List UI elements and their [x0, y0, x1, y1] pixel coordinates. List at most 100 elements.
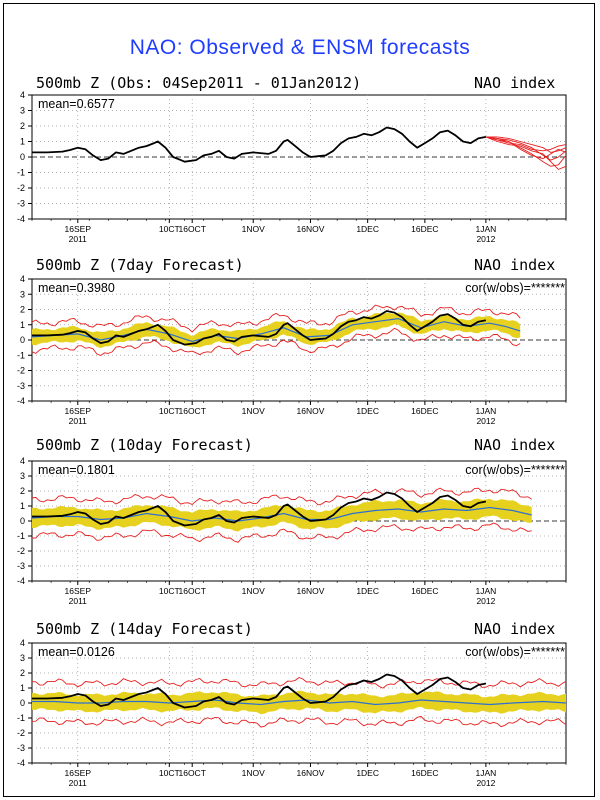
x-tick-year: 2012	[476, 596, 495, 606]
x-tick-year: 2011	[69, 416, 88, 426]
x-tick-label: 16NOV	[297, 406, 325, 416]
x-tick-label: 1DEC	[356, 406, 379, 416]
ensemble-member-line	[485, 136, 567, 160]
y-tick-label: 3	[20, 471, 25, 481]
spread-band	[32, 690, 566, 715]
x-tick-label: 16OCT	[178, 406, 205, 416]
y-tick-label: 4	[20, 456, 25, 466]
y-tick-label: 1	[20, 501, 25, 511]
x-tick-label: 16DEC	[411, 224, 438, 234]
x-tick-label: 16SEP	[65, 406, 92, 416]
upper-envelope	[31, 676, 567, 689]
y-tick-label: 1	[20, 320, 25, 330]
lower-envelope	[31, 327, 521, 357]
x-tick-label: 1NOV	[242, 768, 265, 778]
x-tick-year: 2011	[69, 778, 88, 788]
y-tick-label: -4	[17, 214, 25, 224]
x-tick-label: 10CT	[159, 586, 180, 596]
y-tick-label: -3	[17, 743, 25, 753]
y-tick-label: 0	[20, 335, 25, 345]
y-tick-label: 4	[20, 638, 25, 648]
cor-label: cor(w/obs)=*******	[465, 281, 565, 295]
y-tick-label: -3	[17, 561, 25, 571]
y-tick-label: 1	[20, 137, 25, 147]
ensemble-mean-line	[31, 506, 532, 522]
y-tick-label: -2	[17, 728, 25, 738]
ensemble-mean-line	[31, 317, 521, 343]
y-tick-label: 2	[20, 305, 25, 315]
panel-1-right-label: NAO index	[474, 74, 556, 92]
y-tick-label: 4	[20, 90, 25, 100]
x-tick-year: 2012	[476, 234, 495, 244]
x-tick-label: 1JAN	[476, 768, 497, 778]
panel-2-right-label: NAO index	[474, 256, 556, 274]
x-tick-label: 16OCT	[178, 586, 205, 596]
y-tick-label: 2	[20, 486, 25, 496]
x-tick-label: 1JAN	[476, 224, 497, 234]
x-tick-label: 16NOV	[297, 768, 325, 778]
y-tick-label: -3	[17, 381, 25, 391]
y-tick-label: 3	[20, 289, 25, 299]
x-tick-label: 16SEP	[65, 586, 92, 596]
panel-3-right-label: NAO index	[474, 436, 556, 454]
y-tick-label: 4	[20, 274, 25, 284]
x-tick-label: 16SEP	[65, 224, 92, 234]
y-tick-label: -1	[17, 350, 25, 360]
x-tick-label: 16DEC	[411, 768, 438, 778]
page-title: NAO: Observed & ENSM forecasts	[129, 36, 471, 59]
x-tick-year: 2012	[476, 416, 495, 426]
x-tick-label: 1NOV	[242, 586, 265, 596]
observed-line	[32, 126, 487, 163]
panel-4-right-label: NAO index	[474, 620, 556, 638]
mean-label: mean=0.1801	[38, 463, 115, 477]
x-tick-label: 1JAN	[476, 586, 497, 596]
ensemble-member-line	[485, 136, 567, 161]
y-tick-label: 3	[20, 106, 25, 116]
y-tick-label: -2	[17, 366, 25, 376]
observed-line	[32, 310, 487, 346]
x-tick-label: 16NOV	[297, 224, 325, 234]
y-tick-label: -2	[17, 546, 25, 556]
y-tick-label: -1	[17, 713, 25, 723]
y-tick-label: -4	[17, 396, 25, 406]
ensemble-member-line	[485, 136, 567, 170]
y-tick-label: -1	[17, 168, 25, 178]
y-tick-label: 2	[20, 121, 25, 131]
x-tick-label: 1DEC	[356, 586, 379, 596]
y-tick-label: -4	[17, 758, 25, 768]
upper-envelope	[31, 304, 521, 333]
x-tick-label: 10CT	[159, 406, 180, 416]
y-tick-label: -2	[17, 183, 25, 193]
cor-label: cor(w/obs)=*******	[465, 463, 565, 477]
lower-envelope	[31, 522, 532, 543]
y-tick-label: 2	[20, 668, 25, 678]
y-tick-label: 0	[20, 516, 25, 526]
lower-envelope	[31, 715, 567, 728]
y-tick-label: -1	[17, 531, 25, 541]
x-tick-label: 10CT	[159, 224, 180, 234]
ensemble-member-line	[485, 136, 567, 167]
x-tick-label: 1DEC	[356, 768, 379, 778]
observed-line	[32, 673, 487, 709]
x-tick-year: 2011	[69, 234, 88, 244]
y-tick-label: 3	[20, 653, 25, 663]
cor-label: cor(w/obs)=*******	[465, 645, 565, 659]
ensemble-mean-line	[32, 699, 567, 706]
panel-1-title: 500mb Z (Obs: 04Sep2011 - 01Jan2012)	[36, 74, 362, 92]
observed-line	[32, 491, 487, 527]
x-tick-year: 2012	[476, 778, 495, 788]
y-tick-label: 1	[20, 683, 25, 693]
y-tick-label: -4	[17, 576, 25, 586]
panel-3-title: 500mb Z (10day Forecast)	[36, 436, 253, 454]
x-tick-label: 16NOV	[297, 586, 325, 596]
x-tick-label: 16OCT	[178, 224, 205, 234]
ensemble-member-line	[485, 136, 567, 152]
y-tick-label: 0	[20, 698, 25, 708]
x-tick-label: 1DEC	[356, 224, 379, 234]
y-tick-label: 0	[20, 152, 25, 162]
